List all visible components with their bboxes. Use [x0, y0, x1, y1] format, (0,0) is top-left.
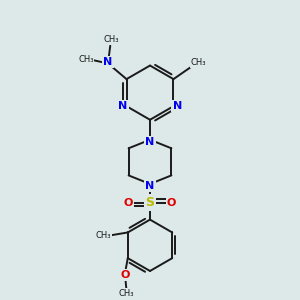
Text: N: N [146, 181, 154, 191]
Text: CH₃: CH₃ [190, 58, 206, 67]
Text: CH₃: CH₃ [96, 231, 111, 240]
Text: S: S [146, 196, 154, 209]
Text: N: N [172, 101, 182, 111]
Text: CH₃: CH₃ [78, 55, 94, 64]
Text: CH₃: CH₃ [118, 289, 134, 298]
Text: N: N [118, 101, 128, 111]
Text: O: O [124, 197, 133, 208]
Text: N: N [146, 137, 154, 147]
Text: O: O [120, 270, 130, 280]
Text: O: O [167, 197, 176, 208]
Text: N: N [103, 57, 112, 67]
Text: CH₃: CH₃ [104, 35, 119, 44]
